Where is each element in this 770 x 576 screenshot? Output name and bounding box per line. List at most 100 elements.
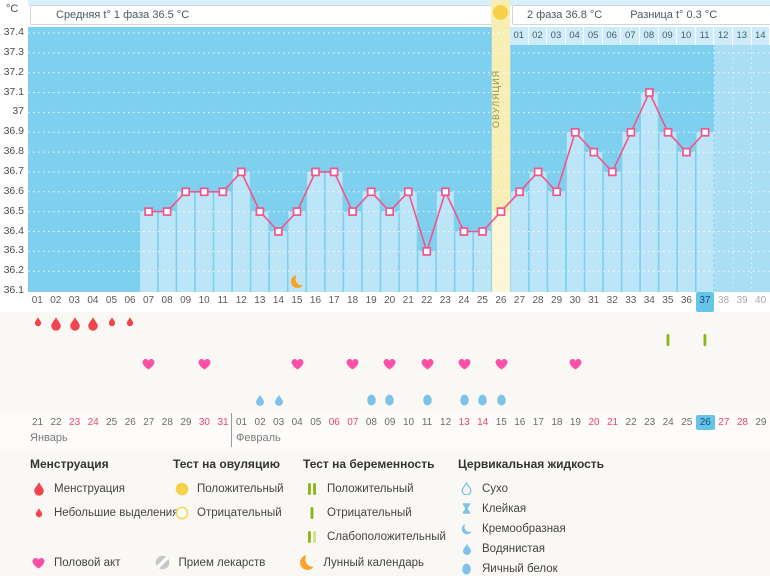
cycle-day-cell[interactable]: 31 (588, 295, 600, 306)
calendar-date-cell[interactable]: 29 (180, 417, 192, 428)
cycle-day-cell[interactable]: 32 (606, 295, 618, 306)
y-axis-tick: 36.1 (3, 284, 24, 297)
pregnancy-test-negative-icon (659, 333, 678, 347)
legend-item-label: Небольшие выделения (54, 506, 179, 519)
cycle-day-cell[interactable]: 06 (124, 295, 136, 306)
cycle-day-cell[interactable]: 10 (198, 295, 210, 306)
calendar-date-cell[interactable]: 31 (217, 417, 229, 428)
cycle-day-cell[interactable]: 05 (105, 295, 118, 306)
cycle-day-cell[interactable]: 01 (31, 295, 43, 306)
legend-item-label: Прием лекарств (178, 556, 266, 569)
calendar-date-cell[interactable]: 28 (736, 417, 748, 428)
calendar-date-cell[interactable]: 09 (384, 417, 396, 428)
calendar-date-cell[interactable]: 08 (365, 417, 377, 428)
cycle-day-cell[interactable]: 22 (421, 295, 433, 306)
cycle-day-cell[interactable]: 02 (50, 295, 62, 306)
legend-item: Лунный календарь (299, 555, 424, 570)
calendar-date-cell[interactable]: 29 (755, 417, 767, 428)
calendar-date-cell[interactable]: 20 (588, 417, 600, 428)
calendar-date-cell[interactable]: 21 (31, 417, 44, 428)
cycle-day-cell[interactable]: 04 (87, 295, 99, 306)
cycle-day-cell[interactable]: 33 (625, 295, 637, 306)
cycle-day-cell[interactable]: 14 (272, 295, 284, 306)
cycle-day-cell[interactable]: 37 (695, 292, 715, 312)
calendar-date-cell[interactable]: 30 (198, 417, 210, 428)
calendar-date-cell[interactable]: 01 (235, 417, 248, 428)
calendar-date-cell[interactable]: 21 (606, 417, 619, 428)
cycle-day-cell[interactable]: 07 (142, 295, 155, 306)
calendar-date-cell[interactable]: 12 (440, 417, 452, 428)
cycle-day-cell[interactable]: 24 (458, 295, 470, 306)
calendar-date-cell[interactable]: 18 (551, 417, 563, 428)
intercourse-icon (195, 357, 214, 370)
calendar-date-cell[interactable]: 06 (328, 417, 340, 428)
calendar-date-cell[interactable]: 23 (69, 417, 81, 428)
calendar-date-cell[interactable]: 22 (50, 417, 62, 428)
cycle-day-cell[interactable]: 28 (532, 295, 544, 306)
calendar-date-cell[interactable]: 27 (718, 417, 730, 428)
legend-item: Кремообразная (458, 521, 604, 536)
cycle-day-cell[interactable]: 17 (328, 295, 340, 306)
calendar-date-cell[interactable]: 03 (273, 417, 285, 428)
cycle-day-cell[interactable]: 20 (384, 295, 396, 306)
calendar-date-cell[interactable]: 07 (347, 417, 359, 428)
cycle-day-cell[interactable]: 23 (439, 295, 451, 306)
cycle-day-cell[interactable]: 18 (347, 295, 359, 306)
cycle-day-cell[interactable]: 39 (736, 295, 748, 306)
cycle-day-cell[interactable]: 09 (180, 295, 192, 306)
pregnancy-test-negative-icon (696, 333, 715, 347)
cycle-day-cell[interactable]: 30 (569, 295, 581, 306)
calendar-date-cell[interactable]: 14 (477, 417, 489, 428)
cycle-day-cell[interactable]: 35 (662, 295, 674, 306)
temperature-unit-label: °C (6, 3, 19, 15)
calendar-date-cell[interactable]: 13 (458, 417, 470, 428)
cycle-day-cell[interactable]: 25 (476, 295, 488, 306)
cycle-day-cell[interactable]: 36 (680, 295, 692, 306)
cycle-day-cell[interactable]: 13 (254, 295, 266, 306)
calendar-date-cell[interactable]: 22 (625, 417, 637, 428)
calendar-date-cell[interactable]: 02 (254, 417, 266, 428)
calendar-date-cell[interactable]: 26 (124, 417, 136, 428)
cycle-day-cell[interactable]: 15 (291, 295, 303, 306)
calendar-date-cell[interactable]: 16 (514, 417, 526, 428)
cycle-day-cell[interactable]: 21 (402, 295, 414, 306)
cycle-day-cell[interactable]: 29 (551, 295, 563, 306)
calendar-date-cell[interactable]: 25 (106, 417, 118, 428)
phase1-average-text: Средняя t° 1 фаза 36.5 °C (56, 9, 190, 21)
spool-blue (458, 502, 475, 515)
phase2-day-cell: 03 (547, 27, 566, 45)
calendar-date-cell[interactable]: 24 (87, 417, 99, 428)
calendar-date-cell[interactable]: 17 (532, 417, 544, 428)
cycle-day-cell[interactable]: 38 (717, 295, 730, 306)
calendar-date-cell[interactable]: 25 (681, 417, 693, 428)
calendar-date-cell[interactable]: 28 (161, 417, 173, 428)
egg-blue (458, 562, 475, 576)
phase2-day-cell: 08 (640, 27, 659, 45)
calendar-date-cell[interactable]: 26 (695, 415, 715, 430)
cycle-day-cell[interactable]: 40 (755, 295, 767, 306)
calendar-date-cell[interactable]: 23 (644, 417, 656, 428)
cycle-day-cell[interactable]: 03 (68, 295, 80, 306)
cycle-day-cell[interactable]: 12 (235, 295, 247, 306)
chart-plot[interactable] (28, 27, 770, 293)
cycle-day-cell[interactable]: 27 (513, 295, 526, 306)
calendar-date-cell[interactable]: 05 (310, 417, 322, 428)
calendar-date-cell[interactable]: 04 (291, 417, 303, 428)
cycle-day-cell[interactable]: 26 (495, 295, 507, 306)
calendar-date-cell[interactable]: 19 (569, 417, 581, 428)
legend-item: Менструация (30, 481, 178, 496)
cycle-day-cell[interactable]: 19 (365, 295, 377, 306)
cycle-day-cell[interactable]: 34 (643, 295, 655, 306)
eggwhite-icon (422, 394, 432, 406)
y-axis-tick: 36.3 (3, 244, 24, 257)
cycle-day-cell[interactable]: 16 (309, 295, 322, 306)
calendar-date-cell[interactable]: 10 (402, 417, 415, 428)
calendar-date-cell[interactable]: 15 (495, 417, 507, 428)
calendar-date-cell[interactable]: 11 (421, 417, 433, 428)
calendar-date-cell[interactable]: 24 (662, 417, 674, 428)
cycle-day-cell[interactable]: 11 (217, 295, 228, 306)
calendar-date-cell[interactable]: 27 (143, 417, 155, 428)
drop-icon (274, 394, 283, 406)
cycle-day-cell[interactable]: 08 (161, 295, 173, 306)
